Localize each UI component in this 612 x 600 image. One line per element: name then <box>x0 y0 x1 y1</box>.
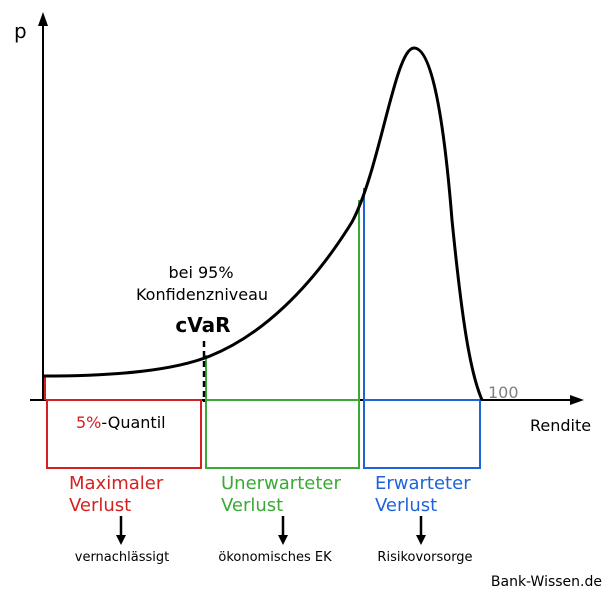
consequence-risikovorsorge: Risikovorsorge <box>377 550 472 565</box>
region-title-maximaler-line1: Maximaler <box>69 473 164 494</box>
quantile-text: -Quantil <box>101 413 165 432</box>
confidence-line2: Konfidenzniveau <box>136 285 268 304</box>
quantile-label: 5%-Quantil <box>76 413 166 432</box>
y-axis-label: p <box>14 19 27 43</box>
x-axis-label: Rendite <box>530 416 591 435</box>
region-title-unerwarteter-line1: Unerwarteter <box>221 473 341 494</box>
x-axis-end-tick: 100 <box>488 383 519 402</box>
cvar-label: cVaR <box>175 313 230 337</box>
region-box-maximaler-verlust <box>46 399 202 469</box>
quantile-percent: 5% <box>76 413 101 432</box>
consequence-oekonomisches-ek: ökonomisches EK <box>218 550 332 565</box>
y-axis-arrow <box>38 12 48 26</box>
region-title-maximaler-line2: Verlust <box>69 495 131 516</box>
region-box-erwarteter-verlust <box>363 399 481 469</box>
region-title-erwarteter-line2: Verlust <box>375 495 437 516</box>
region-title-erwarteter-line1: Erwarteter <box>375 473 471 494</box>
density-curve <box>42 46 484 401</box>
confidence-line1: bei 95% <box>168 263 233 282</box>
region-box-unerwarteter-verlust <box>205 399 360 469</box>
region-title-unerwarteter-line2: Verlust <box>221 495 283 516</box>
source-label: Bank-Wissen.de <box>491 574 602 590</box>
consequence-vernachlaessigt: vernachlässigt <box>75 550 170 565</box>
x-axis-arrow <box>570 395 584 405</box>
